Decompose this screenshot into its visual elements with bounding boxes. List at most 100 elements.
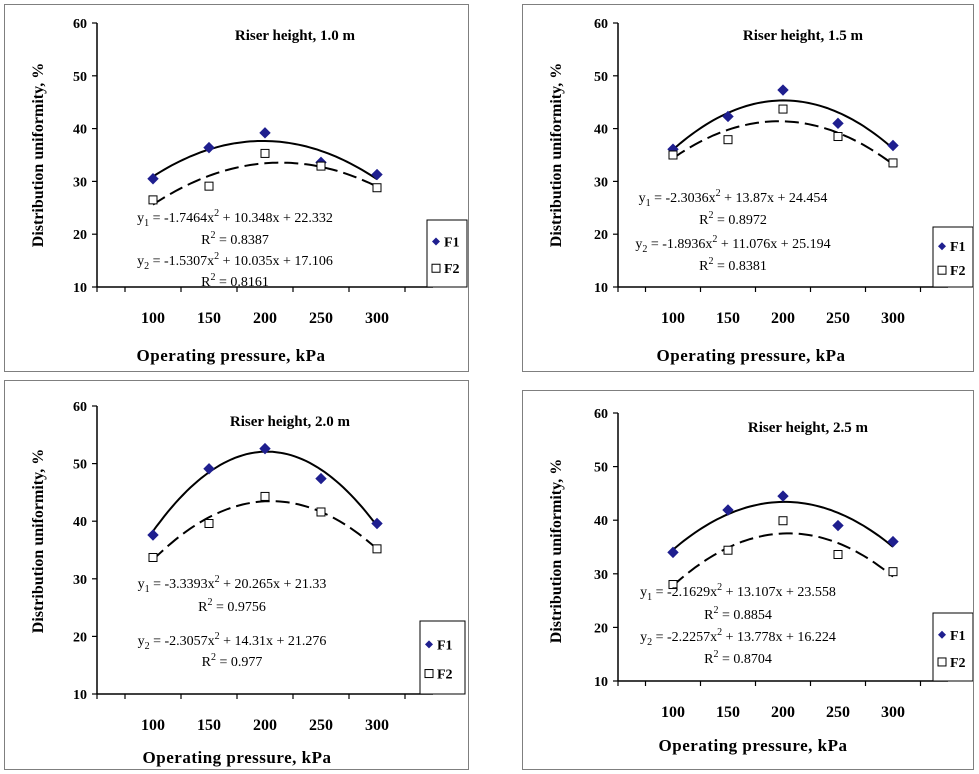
y-tick-label: 50 [594,70,608,85]
legend-label-f1: F1 [444,235,460,250]
regression-equation: y1 = -2.1629x2 + 13.107x + 23.558 [640,582,836,603]
data-point-f1 [777,84,789,96]
data-point-f1 [832,519,844,532]
regression-equation: R2 = 0.8972 [699,210,767,228]
data-point-f1 [147,173,159,185]
data-point-f1 [259,127,271,139]
data-point-f1 [203,141,215,154]
data-point-f2 [372,544,382,554]
legend-label-f2: F2 [950,264,966,279]
y-tick-label: 30 [73,175,87,190]
legend-marker-f2 [937,657,947,667]
regression-equation: R2 = 0.8381 [699,256,767,274]
x-tick-label: 250 [309,717,333,734]
data-point-f2 [833,550,843,560]
y-tick-label: 60 [73,17,87,32]
y-tick-label: 30 [594,175,608,190]
y-tick-label: 20 [594,228,608,243]
x-axis-label: Operating pressure, kPa [137,346,326,365]
x-axis-label: Operating pressure, kPa [143,748,332,767]
x-tick-label: 100 [141,310,165,327]
data-point-f2 [888,567,898,577]
x-tick-label: 150 [197,310,221,327]
regression-equation: y1 = -1.7464x2 + 10.348x + 22.332 [137,208,333,229]
y-tick-label: 50 [73,458,87,473]
chart-title: Riser height, 2.0 m [230,414,351,430]
chart-panel-riser-2-0: 10 20 30 40 50 60 100 150 200 250 300 Riser height,… [4,380,469,770]
x-tick-label: 250 [826,704,850,721]
legend-marker-f1 [938,630,946,639]
data-point-f1 [371,517,383,530]
y-tick-label: 60 [73,400,87,415]
trendline-f2 [152,161,378,206]
y-tick-label: 40 [73,123,87,138]
legend-marker-f2 [937,265,947,275]
chart-panel-riser-1-0: 10 20 30 40 50 60 100 150 200 250 300 Riser height,… [4,4,469,372]
trendline-f2 [672,532,894,587]
trendline-f1 [152,450,378,532]
chart-title: Riser height, 1.0 m [235,28,356,44]
data-point-f2 [316,161,326,171]
x-tick-label: 150 [716,704,740,721]
regression-equation: y1 = -3.3393x2 + 20.265x + 21.33 [138,574,327,595]
legend-label-f2: F2 [444,262,460,277]
chart-svg-riser-1-0: 10 20 30 40 50 60 100 150 200 250 300 Riser height,… [30,17,468,365]
x-tick-label: 300 [881,310,905,327]
regression-equation: R2 = 0.977 [202,652,263,670]
data-point-f2 [668,580,678,590]
y-tick-label: 10 [594,281,608,296]
y-axis-label: Distribution uniformity, % [548,63,565,247]
trendline-f1 [152,140,378,181]
x-tick-label: 200 [253,310,277,327]
legend-marker-f1 [432,237,440,246]
legend-box [419,620,466,695]
y-tick-label: 60 [594,407,608,422]
data-point-f1 [371,168,383,181]
data-point-f1 [147,529,159,541]
regression-equation: R2 = 0.8854 [704,605,772,623]
x-tick-label: 150 [716,310,740,327]
legend-marker-f2 [424,669,434,679]
trendline-f1 [672,500,894,551]
legend-label-f1: F1 [437,638,453,653]
trendline-f1 [672,99,894,151]
x-tick-label: 200 [771,310,795,327]
x-tick-label: 300 [365,717,389,734]
legend-label-f1: F1 [950,629,966,644]
legend-box [426,219,468,288]
x-tick-label: 150 [197,717,221,734]
x-tick-label: 200 [253,717,277,734]
data-point-f2 [723,545,733,555]
y-tick-label: 10 [73,688,87,703]
legend-marker-f2 [431,263,441,273]
data-point-f2 [260,491,270,501]
x-tick-label: 300 [881,704,905,721]
x-tick-label: 100 [141,717,165,734]
regression-equation: R2 = 0.8161 [201,272,269,290]
y-tick-label: 10 [73,281,87,296]
data-point-f2 [888,158,898,168]
x-tick-label: 250 [826,310,850,327]
regression-equation: y2 = -2.2257x2 + 13.778x + 16.224 [640,627,836,648]
chart-svg-riser-1-5: 10 20 30 40 50 60 100 150 200 250 300 Riser height,… [548,17,974,365]
legend-label-f1: F1 [950,240,966,255]
data-point-f1 [887,139,899,152]
chart-title: Riser height, 1.5 m [743,28,864,44]
data-point-f1 [722,110,734,123]
y-tick-label: 60 [594,17,608,32]
y-tick-label: 40 [594,514,608,529]
data-point-f2 [204,519,214,529]
legend-label-f2: F2 [437,668,453,683]
x-tick-label: 100 [661,310,685,327]
x-axis-label: Operating pressure, kPa [659,736,848,755]
y-axis-label: Distribution uniformity, % [548,459,565,643]
data-point-f1 [887,535,899,548]
trendline-f2 [152,500,378,561]
y-tick-label: 50 [594,461,608,476]
legend-label-f2: F2 [950,656,966,671]
chart-svg-riser-2-0: 10 20 30 40 50 60 100 150 200 250 300 Riser height,… [30,400,466,767]
chart-title: Riser height, 2.5 m [748,420,869,436]
regression-equation: y2 = -1.8936x2 + 11.076x + 25.194 [635,234,830,255]
y-tick-label: 50 [73,70,87,85]
x-axis-label: Operating pressure, kPa [657,346,846,365]
